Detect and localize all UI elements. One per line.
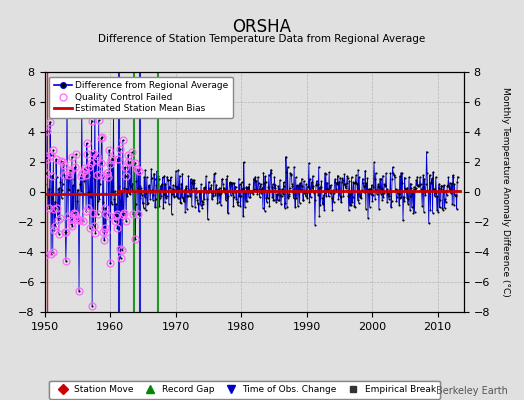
Text: Difference of Station Temperature Data from Regional Average: Difference of Station Temperature Data f… xyxy=(99,34,425,44)
Text: Berkeley Earth: Berkeley Earth xyxy=(436,386,508,396)
Legend: Station Move, Record Gap, Time of Obs. Change, Empirical Break: Station Move, Record Gap, Time of Obs. C… xyxy=(49,381,440,399)
Text: ORSHA: ORSHA xyxy=(233,18,291,36)
Y-axis label: Monthly Temperature Anomaly Difference (°C): Monthly Temperature Anomaly Difference (… xyxy=(501,87,510,297)
